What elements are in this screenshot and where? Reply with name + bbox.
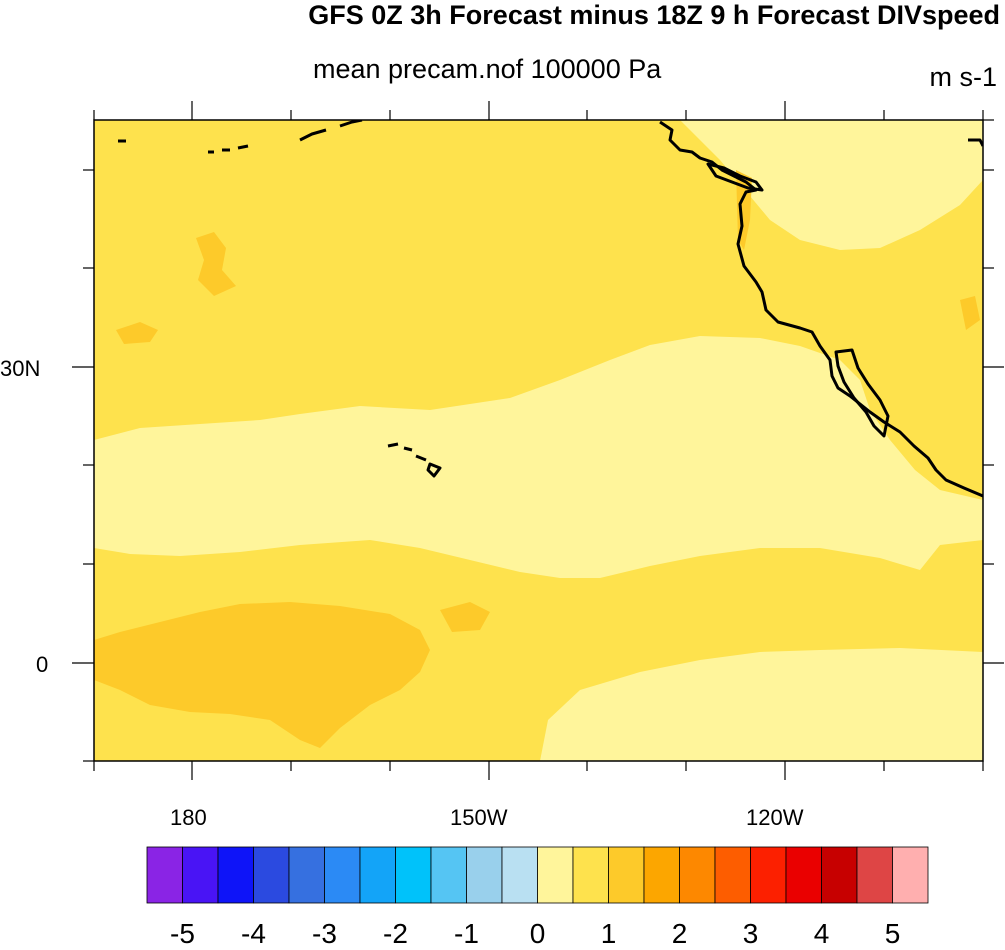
colorbar-swatch bbox=[643, 846, 680, 904]
colorbar-label: -5 bbox=[170, 918, 195, 949]
contour-fills bbox=[94, 120, 983, 761]
colorbar-swatch bbox=[324, 846, 361, 904]
colorbar-swatch bbox=[572, 846, 609, 904]
contour-region-light-northeast bbox=[680, 120, 983, 250]
contour-patch-dark-4 bbox=[960, 296, 980, 330]
colorbar bbox=[146, 846, 929, 904]
colorbar-label: 3 bbox=[742, 918, 759, 949]
colorbar-swatch bbox=[359, 846, 396, 904]
coastline-baja-california bbox=[834, 348, 890, 438]
colorbar-label: 1 bbox=[600, 918, 617, 949]
colorbar-swatch bbox=[217, 846, 254, 904]
colorbar-swatch bbox=[714, 846, 751, 904]
contour-patch-dark-2 bbox=[116, 322, 158, 344]
colorbar-swatch bbox=[146, 846, 183, 904]
contour-region-light-southeast bbox=[540, 648, 983, 761]
colorbar-label: -1 bbox=[454, 918, 479, 949]
colorbar-label: 4 bbox=[813, 918, 830, 949]
colorbar-label: -4 bbox=[241, 918, 266, 949]
colorbar-swatch bbox=[608, 846, 645, 904]
colorbar-label: 5 bbox=[884, 918, 901, 949]
axis-ticks bbox=[72, 101, 1004, 780]
contour-patch-dark-5 bbox=[440, 602, 490, 632]
units-label: m s-1 bbox=[929, 62, 998, 92]
colorbar-swatch bbox=[856, 846, 893, 904]
coastline-aleutian-3 bbox=[208, 144, 249, 154]
colorbar-swatch bbox=[750, 846, 787, 904]
contour-patch-dark-1 bbox=[196, 232, 236, 296]
colorbar-swatch bbox=[537, 846, 574, 904]
lat-tick-label-0: 0 bbox=[36, 652, 49, 677]
coastlines bbox=[118, 120, 983, 498]
colorbar-swatch bbox=[679, 846, 716, 904]
colorbar-label: -2 bbox=[383, 918, 408, 949]
colorbar-swatch bbox=[892, 846, 929, 904]
coastline-vancouver-island bbox=[706, 162, 764, 192]
contour-region-light-central bbox=[94, 336, 983, 578]
colorbar-swatch bbox=[253, 846, 290, 904]
map-subtitle: mean precam.nof 100000 Pa bbox=[313, 54, 662, 84]
lon-tick-label-150w: 150W bbox=[450, 805, 508, 830]
plot-frame bbox=[93, 119, 984, 762]
colorbar-swatch bbox=[395, 846, 432, 904]
coastline-hawaii bbox=[387, 442, 442, 478]
colorbar-swatch bbox=[501, 846, 538, 904]
coastline-north-america bbox=[659, 120, 983, 498]
colorbar-swatch bbox=[785, 846, 822, 904]
contour-region-dark-southwest bbox=[94, 602, 430, 748]
colorbar-swatch bbox=[466, 846, 503, 904]
colorbar-swatch bbox=[821, 846, 858, 904]
colorbar-swatch bbox=[430, 846, 467, 904]
colorbar-label: 2 bbox=[671, 918, 688, 949]
lon-tick-label-120w: 120W bbox=[746, 805, 804, 830]
colorbar-swatch bbox=[182, 846, 219, 904]
lat-tick-label-30n: 30N bbox=[0, 356, 41, 381]
colorbar-swatch bbox=[288, 846, 325, 904]
colorbar-label: 0 bbox=[529, 918, 546, 949]
colorbar-label: -3 bbox=[312, 918, 337, 949]
lon-tick-label-180: 180 bbox=[170, 805, 207, 830]
coastline-aleutian-1 bbox=[299, 128, 327, 142]
coastline-northeast-corner bbox=[968, 138, 983, 147]
map-title: GFS 0Z 3h Forecast minus 18Z 9 h Forecas… bbox=[308, 0, 1000, 30]
